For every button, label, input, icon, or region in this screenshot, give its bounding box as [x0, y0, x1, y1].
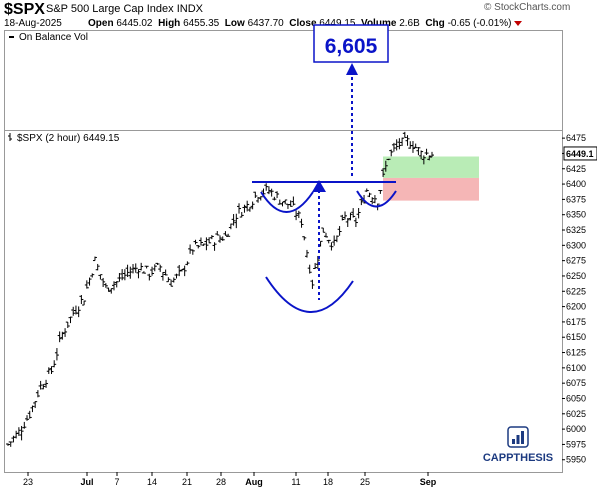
quote-date: 18-Aug-2025: [4, 18, 62, 29]
y-tick-label: 6275: [566, 256, 586, 266]
y-tick-label: 6250: [566, 271, 586, 281]
y-tick-label: 6225: [566, 286, 586, 296]
y-tick-label: 6300: [566, 240, 586, 250]
y-axis: 5950 5975 6000 6025 6050 6075 6100 6125 6150 6175…: [562, 133, 597, 465]
open-value: 6445.02: [116, 18, 153, 29]
x-axis: 23 Jul 7 14 21 28 Aug 11 18 25 Sep: [23, 472, 437, 487]
zone-green: [383, 156, 479, 178]
high-label: High: [158, 18, 181, 29]
volume-value: 2.6B: [399, 18, 420, 29]
cappthesis-logo: CAPPTHESIS: [483, 426, 553, 464]
y-tick-label: 6000: [566, 424, 586, 434]
obv-pane-frame: [4, 30, 563, 131]
close-value: 6449.15: [319, 18, 356, 29]
price-legend-icon: [8, 133, 12, 141]
symbol: $SPX: [4, 1, 45, 18]
stockcharts-credit: © StockCharts.com: [484, 2, 571, 13]
x-tick-label: Aug: [245, 477, 263, 487]
target-box: [313, 24, 389, 63]
chart-header: $SPX S&P 500 Large Cap Index INDX 18-Aug…: [0, 0, 597, 30]
high-value: 6455.35: [183, 18, 220, 29]
x-tick-label: 7: [114, 477, 119, 487]
volume-label: Volume: [361, 18, 397, 29]
y-tick-label: 5950: [566, 455, 586, 465]
zone-red: [383, 177, 479, 201]
y-tick-label: 6175: [566, 317, 586, 327]
y-tick-label: 5975: [566, 439, 586, 449]
y-tick-label: 6125: [566, 348, 586, 358]
exchange: INDX: [176, 3, 203, 15]
x-tick-label: Jul: [80, 477, 93, 487]
quote-line: Open 6445.02 High 6455.35 Low 6437.70 Cl…: [88, 18, 523, 29]
y-tick-label: 6475: [566, 133, 586, 143]
low-value: 6437.70: [247, 18, 284, 29]
y-tick-label: 6100: [566, 363, 586, 373]
y-tick-label: 6375: [566, 194, 586, 204]
symbol-name: S&P 500 Large Cap Index INDX: [46, 3, 203, 15]
x-tick-label: 21: [182, 477, 192, 487]
price-pane-frame: [4, 130, 563, 473]
y-tick-label: 6350: [566, 210, 586, 220]
x-tick-label: 14: [147, 477, 157, 487]
low-label: Low: [224, 18, 245, 29]
left-shoulder-arc: [260, 191, 314, 213]
pattern-annotations: [252, 74, 397, 313]
projection-arrow-up-icon: [346, 63, 358, 75]
price-bars: [6, 131, 434, 447]
x-tick-label: Sep: [420, 477, 437, 487]
x-tick-label: 23: [23, 477, 33, 487]
obv-legend: On Balance Vol: [19, 32, 88, 43]
y-tick-label: 6075: [566, 378, 586, 388]
last-value-tag: [563, 146, 597, 161]
open-label: Open: [88, 18, 114, 29]
y-tick-label: 6050: [566, 393, 586, 403]
y-tick-label: 6325: [566, 225, 586, 235]
chg-value: -0.65 (-0.01%): [447, 18, 512, 29]
neckline-arrow-up-icon: [312, 180, 326, 192]
x-tick-label: 18: [323, 477, 333, 487]
x-tick-label: 28: [216, 477, 226, 487]
target-label: 6,605: [325, 35, 378, 58]
obv-legend-swatch: [9, 36, 14, 38]
index-name: S&P 500 Large Cap Index: [46, 3, 174, 15]
price-legend: $SPX (2 hour) 6449.15: [17, 133, 120, 144]
zones-layer: [383, 156, 479, 201]
head-arc: [265, 276, 354, 313]
right-shoulder-arc: [356, 190, 397, 208]
last-value-label: 6449.1: [566, 149, 594, 159]
x-tick-label: 25: [360, 477, 370, 487]
chg-label: Chg: [425, 18, 445, 29]
close-label: Close: [289, 18, 317, 29]
x-tick-label: 11: [291, 477, 300, 487]
logo-text: CAPPTHESIS: [483, 452, 553, 464]
y-tick-label: 6025: [566, 409, 586, 419]
y-tick-label: 6150: [566, 332, 586, 342]
down-triangle-icon: [514, 20, 523, 26]
logo-icon: [507, 426, 529, 448]
y-tick-label: 6425: [566, 164, 586, 174]
y-tick-label: 6400: [566, 179, 586, 189]
y-tick-label: 6200: [566, 302, 586, 312]
